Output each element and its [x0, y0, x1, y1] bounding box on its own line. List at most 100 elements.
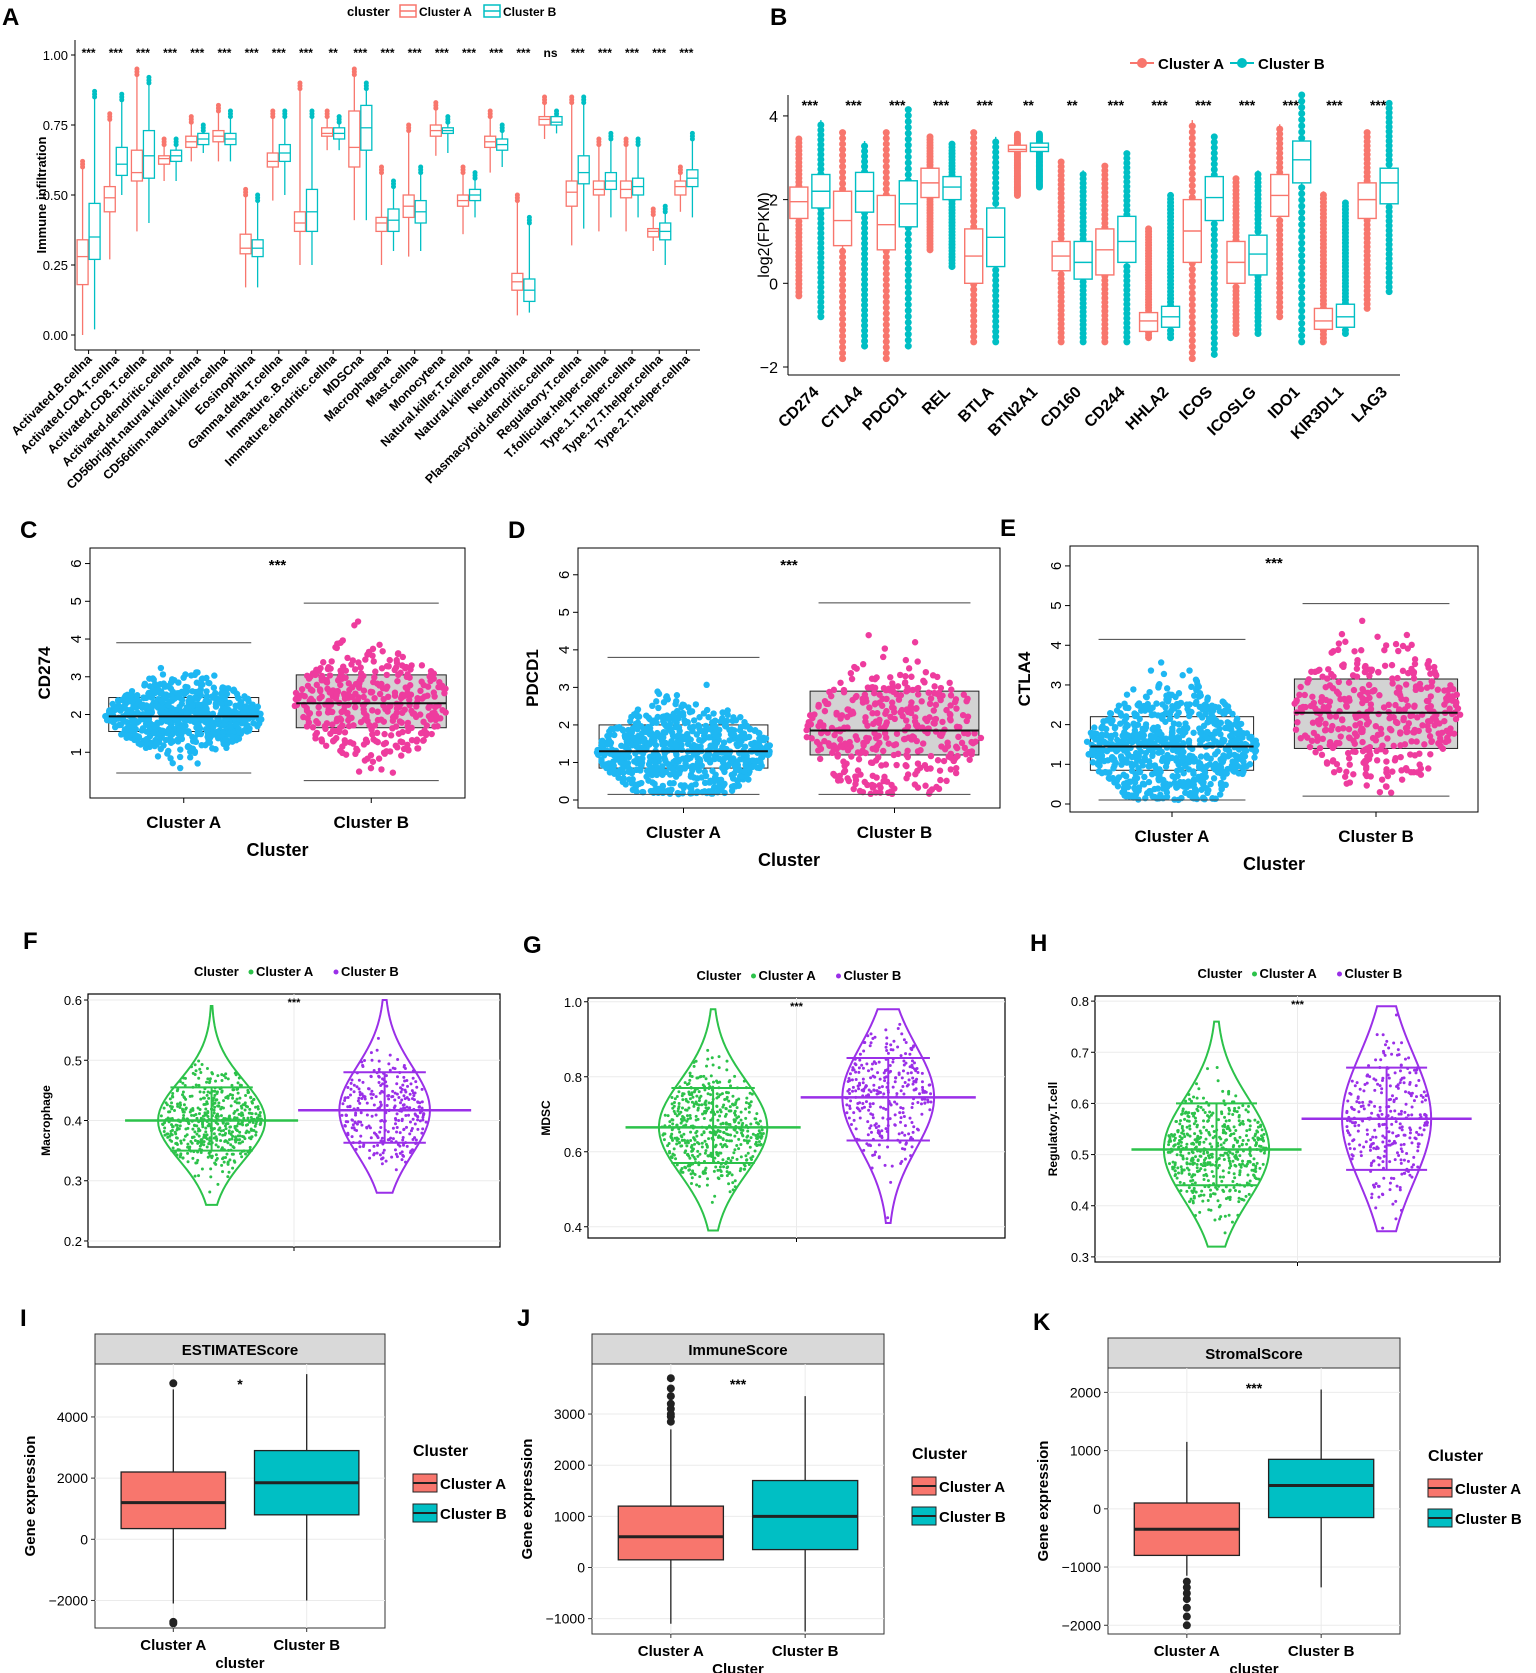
data-point [1166, 715, 1174, 723]
data-point [937, 776, 944, 784]
significance-label: *** [679, 46, 693, 60]
data-point [364, 651, 371, 658]
significance-label: *** [845, 97, 862, 113]
data-point [201, 718, 209, 726]
box-0-box [157, 155, 171, 165]
data-point [210, 723, 217, 731]
data-point [758, 762, 765, 769]
box-0-box [321, 127, 334, 137]
box-1-box [1379, 167, 1399, 205]
y-tick-label: 5 [1048, 601, 1065, 609]
significance-label: *** [1195, 97, 1212, 113]
data-point [1150, 733, 1158, 741]
x-tick-label: ICOS [1176, 384, 1216, 424]
data-point [1376, 692, 1383, 699]
data-point [882, 687, 890, 694]
data-point [966, 756, 973, 763]
data-point [705, 713, 712, 721]
data-point [1175, 690, 1183, 697]
x-tick-label: CTLA4 [818, 384, 867, 433]
data-point [345, 680, 352, 687]
data-point [1155, 795, 1163, 802]
data-point [875, 732, 883, 740]
data-point [191, 1127, 195, 1131]
data-point [1363, 763, 1370, 771]
data-point [1398, 776, 1406, 783]
data-point [613, 724, 620, 732]
data-point [1219, 737, 1226, 744]
data-point [190, 1135, 194, 1139]
data-point [139, 725, 147, 732]
data-point [376, 641, 383, 648]
data-point [875, 754, 882, 761]
data-point [1090, 730, 1097, 738]
data-point [394, 671, 402, 679]
data-point [328, 658, 335, 665]
data-point [367, 752, 375, 759]
data-point [1328, 649, 1335, 656]
data-point [123, 734, 130, 741]
data-point [334, 688, 342, 696]
data-point [599, 737, 606, 744]
data-point [326, 672, 334, 679]
data-point [381, 730, 388, 738]
box-1-box [550, 115, 563, 126]
data-point [759, 752, 767, 759]
box-1-box [1292, 140, 1312, 184]
box-0-box [647, 227, 660, 238]
data-point [341, 739, 349, 747]
data-point [221, 1170, 225, 1174]
data-point [1211, 730, 1219, 737]
data-point [197, 681, 205, 689]
data-point [309, 724, 317, 731]
data-point [1312, 748, 1319, 756]
data-point [141, 680, 149, 687]
data-point [613, 756, 620, 763]
data-point [840, 686, 848, 694]
data-point [1447, 725, 1454, 732]
data-point [1189, 753, 1196, 760]
data-point [821, 737, 828, 745]
data-point [849, 696, 856, 704]
data-point [1110, 756, 1118, 763]
significance-label: *** [1370, 97, 1387, 113]
y-tick-label: 3 [68, 673, 85, 681]
box-0-box [1313, 307, 1334, 331]
data-point [1179, 672, 1186, 679]
data-point [1441, 687, 1448, 694]
significance-label: *** [163, 46, 177, 60]
data-point [397, 701, 404, 708]
data-point [186, 754, 194, 761]
data-point [1352, 722, 1359, 729]
y-tick-label: 4 [68, 635, 85, 643]
y-tick-label: 6 [68, 559, 85, 567]
data-point [372, 668, 379, 675]
significance-label: ** [328, 46, 338, 60]
data-point [930, 707, 937, 714]
y-tick-label: 4 [556, 646, 573, 654]
data-point [1374, 731, 1382, 739]
data-point [320, 659, 327, 666]
data-point [154, 753, 162, 760]
data-point [874, 742, 881, 750]
data-point [688, 789, 696, 797]
data-point [315, 710, 323, 717]
data-point [169, 696, 176, 703]
data-point [431, 723, 438, 730]
data-point [1183, 783, 1191, 791]
data-point [640, 738, 647, 745]
data-point [661, 756, 669, 763]
data-point [407, 666, 414, 673]
data-point [378, 716, 385, 723]
data-point [355, 659, 362, 666]
data-point [1362, 662, 1369, 670]
box-0-box [832, 190, 853, 247]
data-point [863, 734, 870, 742]
data-point [1170, 737, 1178, 744]
data-point [1402, 681, 1410, 688]
data-point [176, 753, 184, 761]
data-point [1412, 683, 1420, 691]
data-point [113, 705, 120, 713]
data-point [307, 686, 314, 693]
